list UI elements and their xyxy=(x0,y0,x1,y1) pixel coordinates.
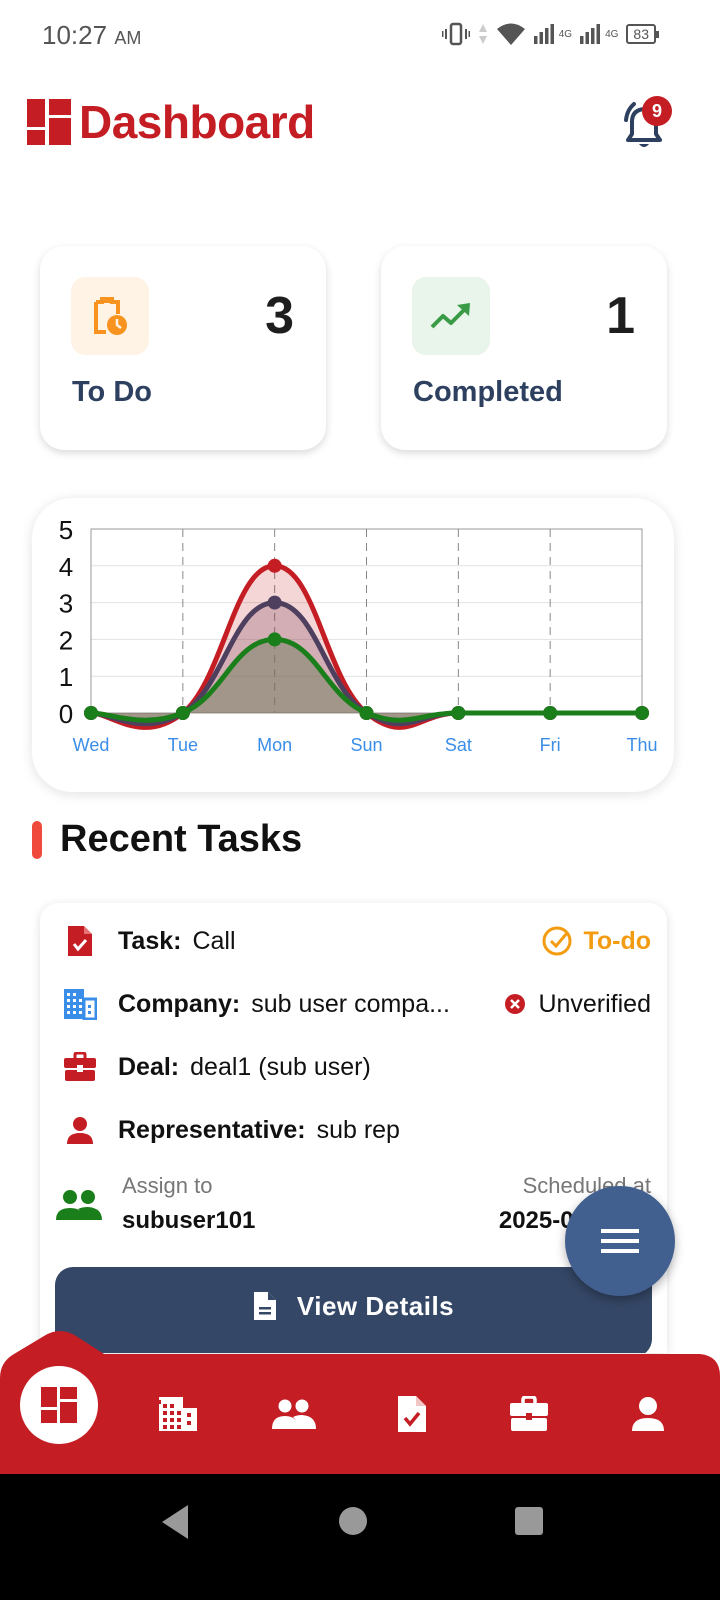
dashboard-logo-icon xyxy=(27,99,73,145)
svg-text:Sat: Sat xyxy=(445,735,472,755)
todo-stat-card[interactable]: 3 To Do xyxy=(40,246,326,450)
representative-person-icon xyxy=(60,1110,100,1150)
check-circle-icon xyxy=(542,926,572,956)
svg-text:Wed: Wed xyxy=(73,735,110,755)
svg-text:0: 0 xyxy=(59,699,73,729)
task-label: Task: xyxy=(118,926,182,955)
company-label: Company: xyxy=(118,989,241,1018)
notification-badge: 9 xyxy=(642,96,672,126)
bottom-nav-bar xyxy=(0,1331,720,1474)
view-details-button[interactable]: View Details xyxy=(55,1267,652,1353)
completed-stat-card[interactable]: 1 Completed xyxy=(381,246,667,450)
todo-count: 3 xyxy=(265,287,294,345)
view-details-label: View Details xyxy=(296,1291,455,1321)
task-line-chart: 0 1 2 3 4 5 Wed Tue Mon Sun Sat Fri Thu xyxy=(59,515,658,755)
back-icon[interactable] xyxy=(160,1504,190,1540)
dashboard-icon xyxy=(41,1387,77,1423)
signal-icon xyxy=(533,24,554,44)
battery-icon: 83 xyxy=(626,24,659,44)
assign-to-value: subuser101 xyxy=(122,1207,256,1234)
svg-text:5: 5 xyxy=(59,515,73,545)
page-title: Dashboard xyxy=(79,96,315,148)
representative-label: Representative: xyxy=(118,1115,306,1144)
nav-deals[interactable] xyxy=(507,1392,551,1436)
svg-text:2: 2 xyxy=(59,625,73,655)
svg-text:Sun: Sun xyxy=(350,735,382,755)
person-icon xyxy=(632,1397,664,1431)
recents-icon[interactable] xyxy=(514,1506,544,1536)
task-row: Task: Call To-do xyxy=(60,921,651,961)
svg-text:3: 3 xyxy=(59,589,73,619)
task-status-text: To-do xyxy=(583,926,651,955)
data-activity-icon xyxy=(478,24,487,44)
wifi-icon xyxy=(496,23,525,45)
svg-text:4: 4 xyxy=(59,552,73,582)
task-chart-card: 0 1 2 3 4 5 Wed Tue Mon Sun Sat Fri Thu xyxy=(32,498,674,792)
notification-button[interactable]: 9 xyxy=(620,96,672,150)
deal-briefcase-icon xyxy=(60,1047,100,1087)
svg-text:Mon: Mon xyxy=(257,735,292,755)
task-value: Call xyxy=(192,926,236,955)
error-circle-icon xyxy=(505,994,526,1014)
time-text: 10:27 xyxy=(42,20,108,50)
company-verification-status: Unverified xyxy=(498,989,651,1019)
building-icon xyxy=(159,1397,197,1431)
todo-label: To Do xyxy=(72,376,152,408)
assign-to-label: Assign to xyxy=(122,1173,213,1198)
battery-level: 83 xyxy=(633,26,649,42)
ampm-text: AM xyxy=(114,28,142,48)
nav-tasks[interactable] xyxy=(390,1392,434,1436)
company-row: Company: sub user compa... Unverified xyxy=(60,984,651,1024)
completed-icon-box xyxy=(412,277,490,355)
company-building-icon xyxy=(60,984,100,1024)
status-time: 10:27 AM xyxy=(42,20,141,51)
task-card[interactable]: Task: Call To-do Company: sub user compa… xyxy=(40,903,667,1353)
section-accent-bar xyxy=(32,820,42,859)
system-navigation-bar xyxy=(0,1474,720,1600)
task-icon xyxy=(398,1396,426,1432)
todo-icon-box xyxy=(71,277,149,355)
deal-row: Deal: deal1 (sub user) xyxy=(60,1047,651,1087)
company-value: sub user compa... xyxy=(251,989,450,1018)
svg-text:Fri: Fri xyxy=(540,735,561,755)
completed-count: 1 xyxy=(606,287,635,345)
verification-text: Unverified xyxy=(538,989,651,1018)
representative-value: sub rep xyxy=(316,1115,400,1144)
status-bar: 10:27 AM 4G 4G 83 xyxy=(0,0,720,72)
clipboard-clock-icon xyxy=(94,297,127,335)
vibrate-icon xyxy=(441,22,470,46)
nav-companies[interactable] xyxy=(156,1392,200,1436)
svg-text:1: 1 xyxy=(59,662,73,692)
deal-value: deal1 (sub user) xyxy=(190,1052,371,1081)
representative-row: Representative: sub rep xyxy=(60,1110,651,1150)
recent-tasks-heading: Recent Tasks xyxy=(32,818,302,861)
menu-fab-button[interactable] xyxy=(565,1186,675,1296)
deal-label: Deal: xyxy=(118,1052,180,1081)
menu-icon xyxy=(601,1229,639,1253)
document-icon xyxy=(253,1292,276,1320)
trending-up-icon xyxy=(430,303,470,329)
briefcase-icon xyxy=(510,1396,548,1431)
nav-profile[interactable] xyxy=(626,1392,670,1436)
svg-text:Thu: Thu xyxy=(626,735,657,755)
task-status-badge: To-do xyxy=(541,925,651,957)
nav-contacts[interactable] xyxy=(272,1392,316,1436)
assignment-row: Assign to subuser101 Scheduled at 2025-0… xyxy=(56,1173,655,1243)
recent-tasks-title: Recent Tasks xyxy=(60,818,303,860)
app-header: Dashboard 9 xyxy=(27,92,680,152)
network-type-2: 4G xyxy=(605,28,619,40)
nav-dashboard[interactable] xyxy=(20,1366,98,1444)
status-icons: 4G 4G 83 xyxy=(441,22,659,46)
signal-icon xyxy=(580,24,601,44)
task-file-icon xyxy=(60,921,100,961)
completed-label: Completed xyxy=(413,376,563,408)
people-icon xyxy=(56,1190,102,1220)
people-icon xyxy=(272,1399,316,1429)
home-icon[interactable] xyxy=(338,1506,368,1536)
svg-text:Tue: Tue xyxy=(168,735,198,755)
network-type-1: 4G xyxy=(558,28,573,40)
